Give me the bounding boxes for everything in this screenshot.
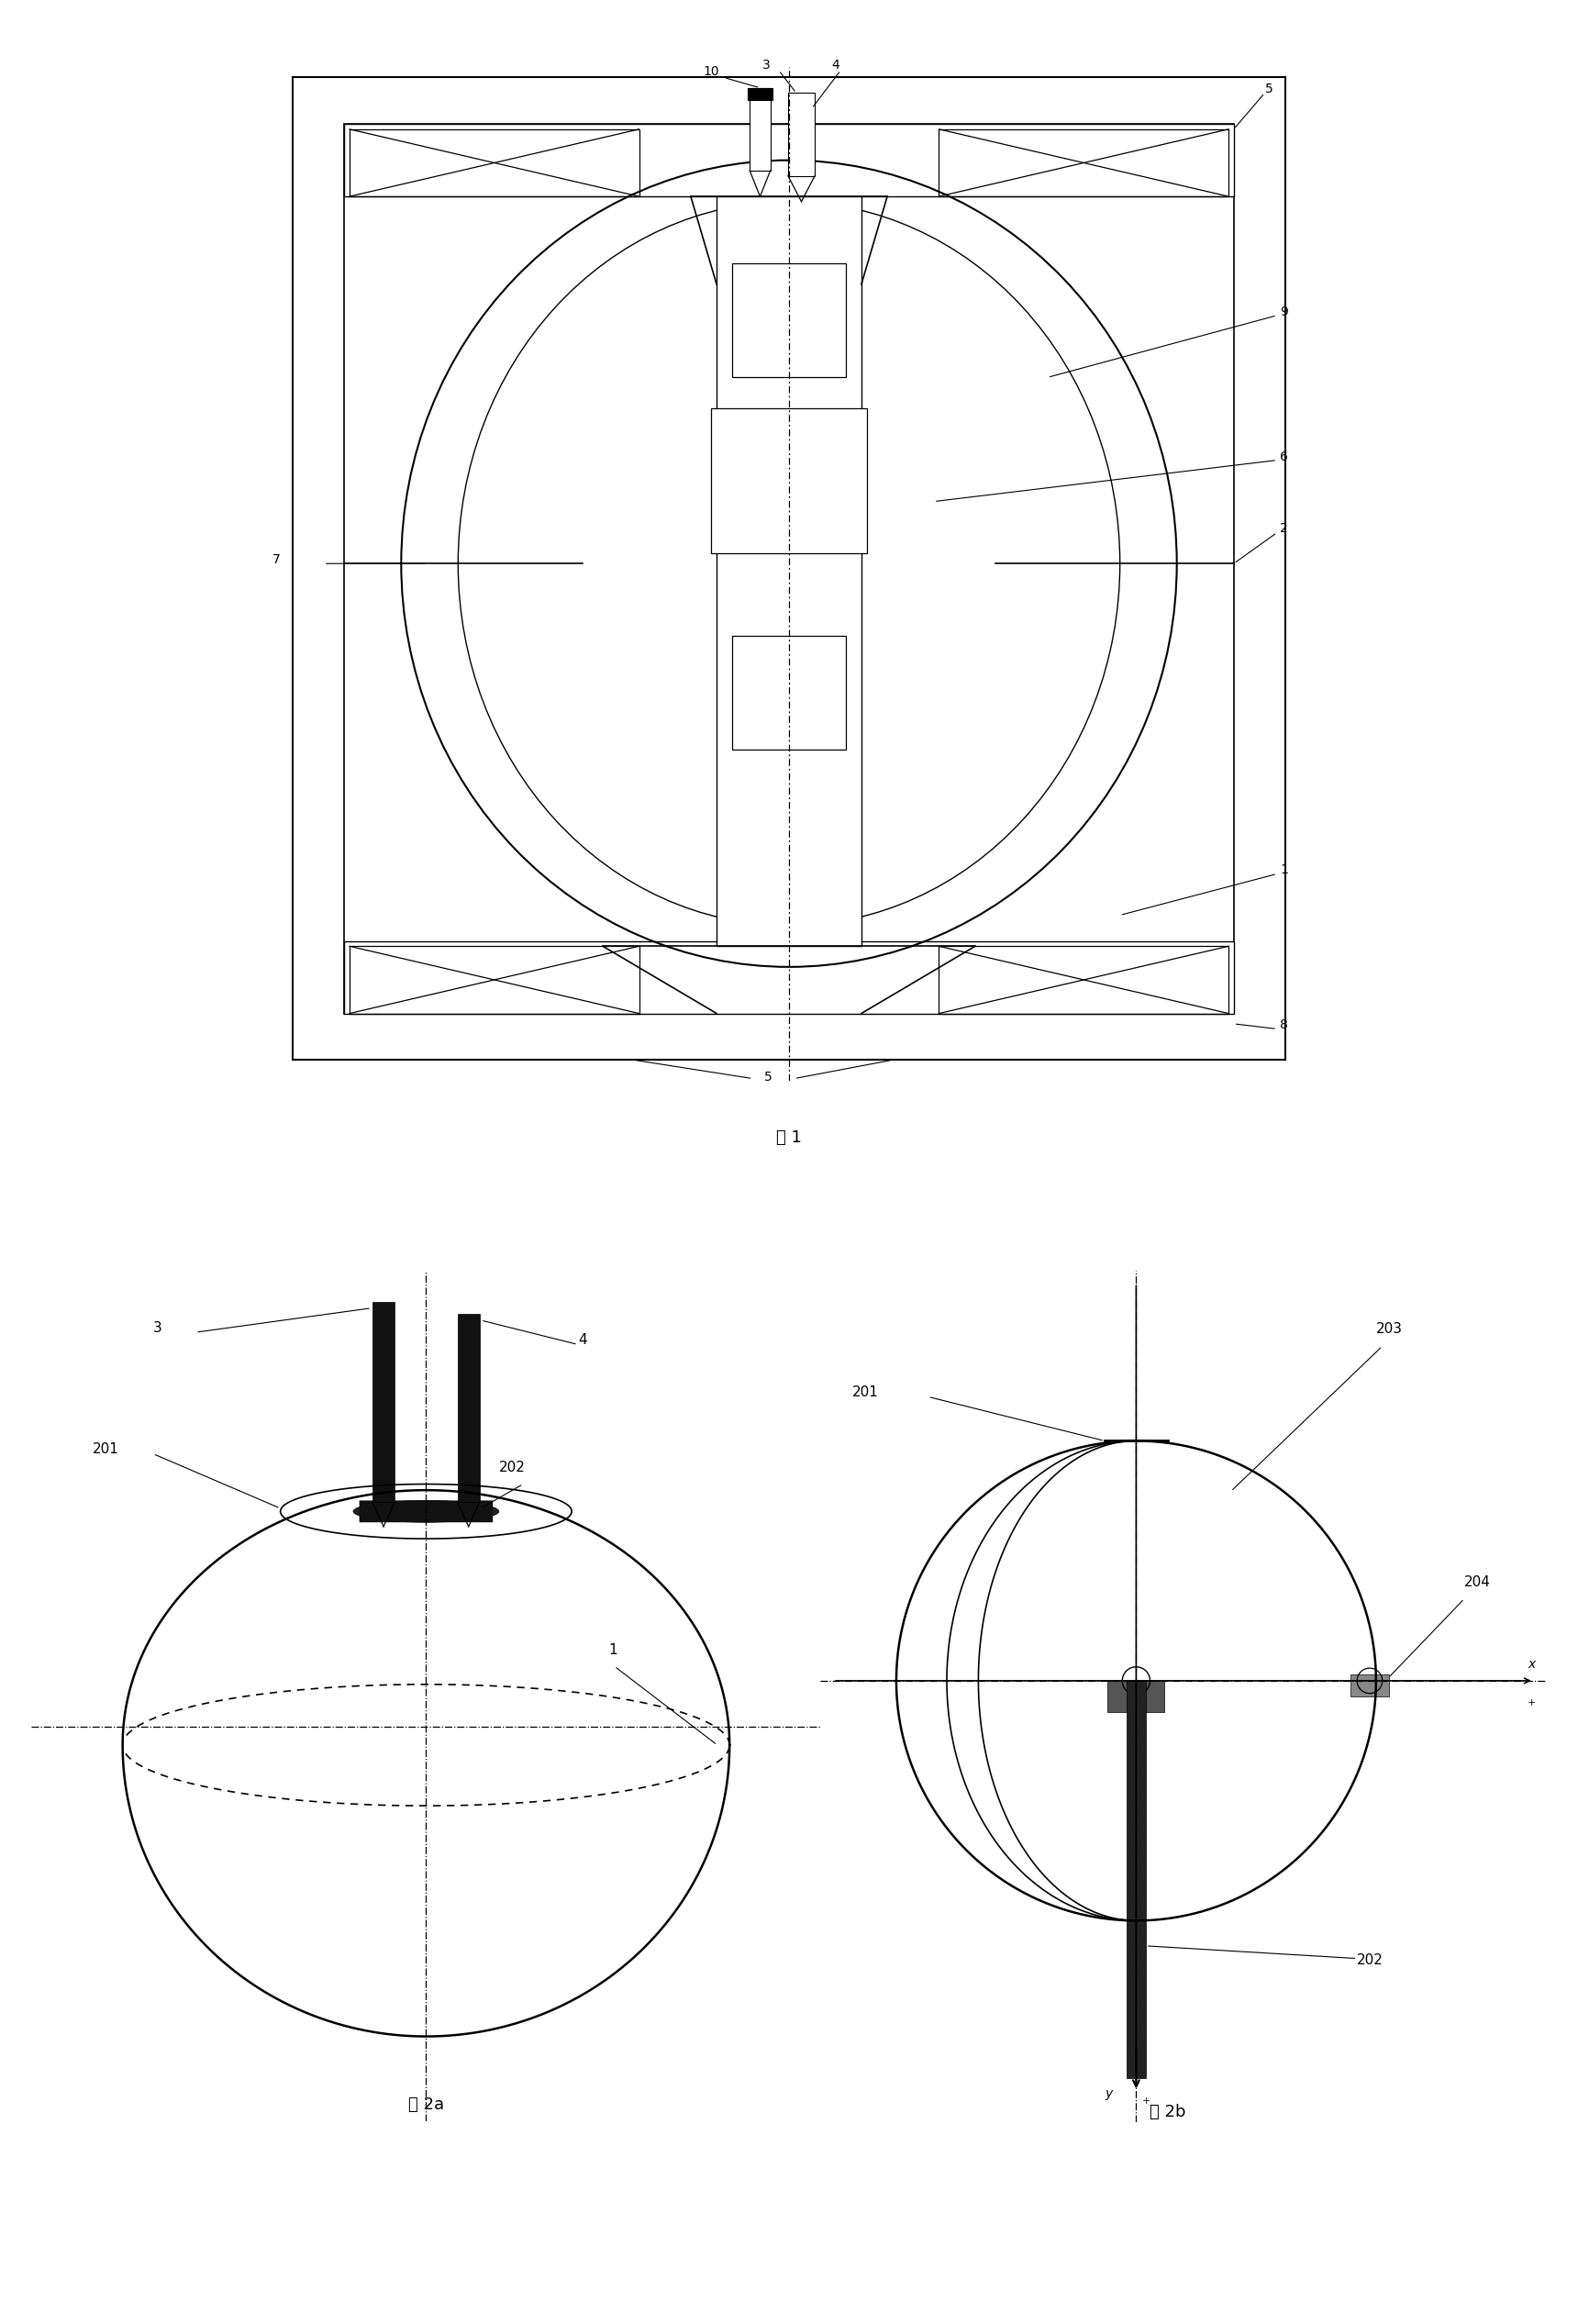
Text: 9: 9 bbox=[1280, 304, 1288, 318]
Text: 1: 1 bbox=[608, 1643, 617, 1657]
Bar bbox=[732, 263, 846, 376]
Text: 10: 10 bbox=[704, 65, 720, 79]
Text: 7: 7 bbox=[271, 553, 279, 567]
Bar bbox=[344, 123, 1234, 1013]
Text: 3: 3 bbox=[153, 1322, 163, 1334]
Text: 5: 5 bbox=[1264, 84, 1273, 95]
Text: 1: 1 bbox=[1280, 865, 1288, 876]
Text: x: x bbox=[1528, 1657, 1535, 1671]
Bar bbox=[458, 1313, 480, 1501]
Text: 2: 2 bbox=[1280, 523, 1288, 535]
Bar bbox=[750, 88, 770, 170]
Text: 4: 4 bbox=[578, 1334, 587, 1348]
Text: 201: 201 bbox=[92, 1443, 118, 1457]
Text: 202: 202 bbox=[499, 1462, 525, 1476]
Bar bbox=[716, 198, 862, 946]
Text: 4: 4 bbox=[832, 58, 839, 72]
Bar bbox=[939, 946, 1229, 1013]
Text: 5: 5 bbox=[764, 1071, 772, 1083]
Text: 图 2b: 图 2b bbox=[1150, 2103, 1185, 2119]
FancyBboxPatch shape bbox=[360, 1501, 492, 1522]
Text: 202: 202 bbox=[1357, 1954, 1384, 1968]
Text: 8: 8 bbox=[1280, 1018, 1288, 1032]
Text: 图 2a: 图 2a bbox=[409, 2096, 443, 2113]
Text: y: y bbox=[1105, 2087, 1112, 2101]
Text: 6: 6 bbox=[1280, 451, 1288, 462]
Bar bbox=[372, 1301, 394, 1501]
Bar bbox=[344, 941, 1234, 1013]
Text: 201: 201 bbox=[852, 1385, 879, 1399]
Bar bbox=[1108, 1680, 1165, 1713]
Bar bbox=[1127, 1680, 1146, 2078]
Bar bbox=[1351, 1673, 1389, 1697]
Bar bbox=[787, 93, 814, 177]
Text: 图 1: 图 1 bbox=[776, 1129, 802, 1146]
Bar bbox=[349, 946, 639, 1013]
Bar bbox=[939, 130, 1229, 198]
Bar bbox=[349, 130, 639, 198]
Ellipse shape bbox=[353, 1501, 499, 1522]
Text: 203: 203 bbox=[1376, 1322, 1403, 1336]
Text: 204: 204 bbox=[1464, 1576, 1491, 1590]
Bar bbox=[712, 409, 866, 553]
Text: +: + bbox=[1142, 2096, 1150, 2106]
Bar bbox=[732, 637, 846, 751]
Bar bbox=[344, 123, 1234, 198]
Text: +: + bbox=[1528, 1699, 1535, 1708]
Bar bbox=[748, 88, 773, 100]
Text: 3: 3 bbox=[762, 58, 770, 72]
